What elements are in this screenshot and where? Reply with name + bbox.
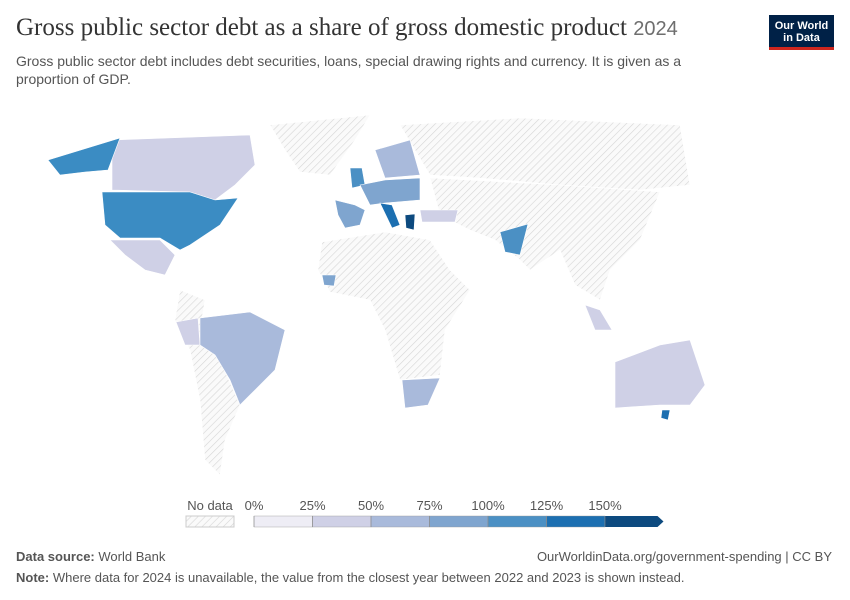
note-text: Where data for 2024 is unavailable, the … <box>52 570 685 585</box>
year: 2024 <box>633 18 678 40</box>
legend-label: 75% <box>416 498 442 513</box>
canada[interactable] <box>111 134 256 201</box>
legend-label: 25% <box>299 498 325 513</box>
legend-swatch <box>253 515 313 528</box>
legend-swatch <box>312 515 372 528</box>
note: Note: Where data for 2024 is unavailable… <box>16 570 684 585</box>
legend-label: 125% <box>530 498 564 513</box>
title-block: Gross public sector debt as a share of g… <box>16 14 678 42</box>
south-africa[interactable] <box>401 377 441 409</box>
logo[interactable]: Our World in Data <box>769 15 834 50</box>
legend-label: 50% <box>358 498 384 513</box>
australia[interactable] <box>614 339 706 409</box>
legend-no-data-swatch <box>185 515 235 528</box>
url[interactable]: OurWorldinData.org/government-spending |… <box>536 549 832 564</box>
spain[interactable] <box>334 199 366 229</box>
central-europe[interactable] <box>359 177 421 206</box>
countries <box>47 114 706 476</box>
africa[interactable] <box>317 231 471 381</box>
source-name[interactable]: World Bank <box>98 549 166 564</box>
legend-label: 150% <box>588 498 622 513</box>
greece[interactable] <box>404 213 416 231</box>
tasmania[interactable] <box>660 409 671 421</box>
asia[interactable] <box>429 177 661 301</box>
legend-swatch <box>370 515 430 528</box>
pakistan[interactable] <box>499 223 529 256</box>
legend-swatch <box>487 515 547 528</box>
nordics[interactable] <box>374 139 421 179</box>
russia[interactable] <box>399 117 691 191</box>
legend-swatch <box>546 515 606 528</box>
legend-swatch <box>429 515 489 528</box>
legend-label: 0% <box>245 498 264 513</box>
legend: No data 0% 25% 50% 75% 100% 125% 150% <box>185 498 664 528</box>
source: Data source: World Bank <box>16 549 165 564</box>
brazil[interactable] <box>199 311 286 406</box>
peru[interactable] <box>175 317 201 346</box>
note-label: Note: <box>16 570 50 585</box>
legend-label: 100% <box>471 498 505 513</box>
title: Gross public sector debt as a share of g… <box>16 14 627 41</box>
indonesia[interactable] <box>584 304 613 331</box>
turkey[interactable] <box>419 209 459 223</box>
legend-no-data-label: No data <box>187 498 233 513</box>
united-states[interactable] <box>101 191 239 251</box>
logo-line: Our World <box>774 20 829 32</box>
logo-line: in Data <box>783 32 820 44</box>
legend-swatch <box>605 516 664 527</box>
greenland[interactable] <box>269 114 371 176</box>
italy[interactable] <box>379 202 401 229</box>
mexico[interactable] <box>109 239 176 276</box>
senegal[interactable] <box>321 274 337 287</box>
source-label: Data source: <box>16 549 95 564</box>
subtitle: Gross public sector debt includes debt s… <box>16 53 682 87</box>
alaska[interactable] <box>47 137 121 176</box>
